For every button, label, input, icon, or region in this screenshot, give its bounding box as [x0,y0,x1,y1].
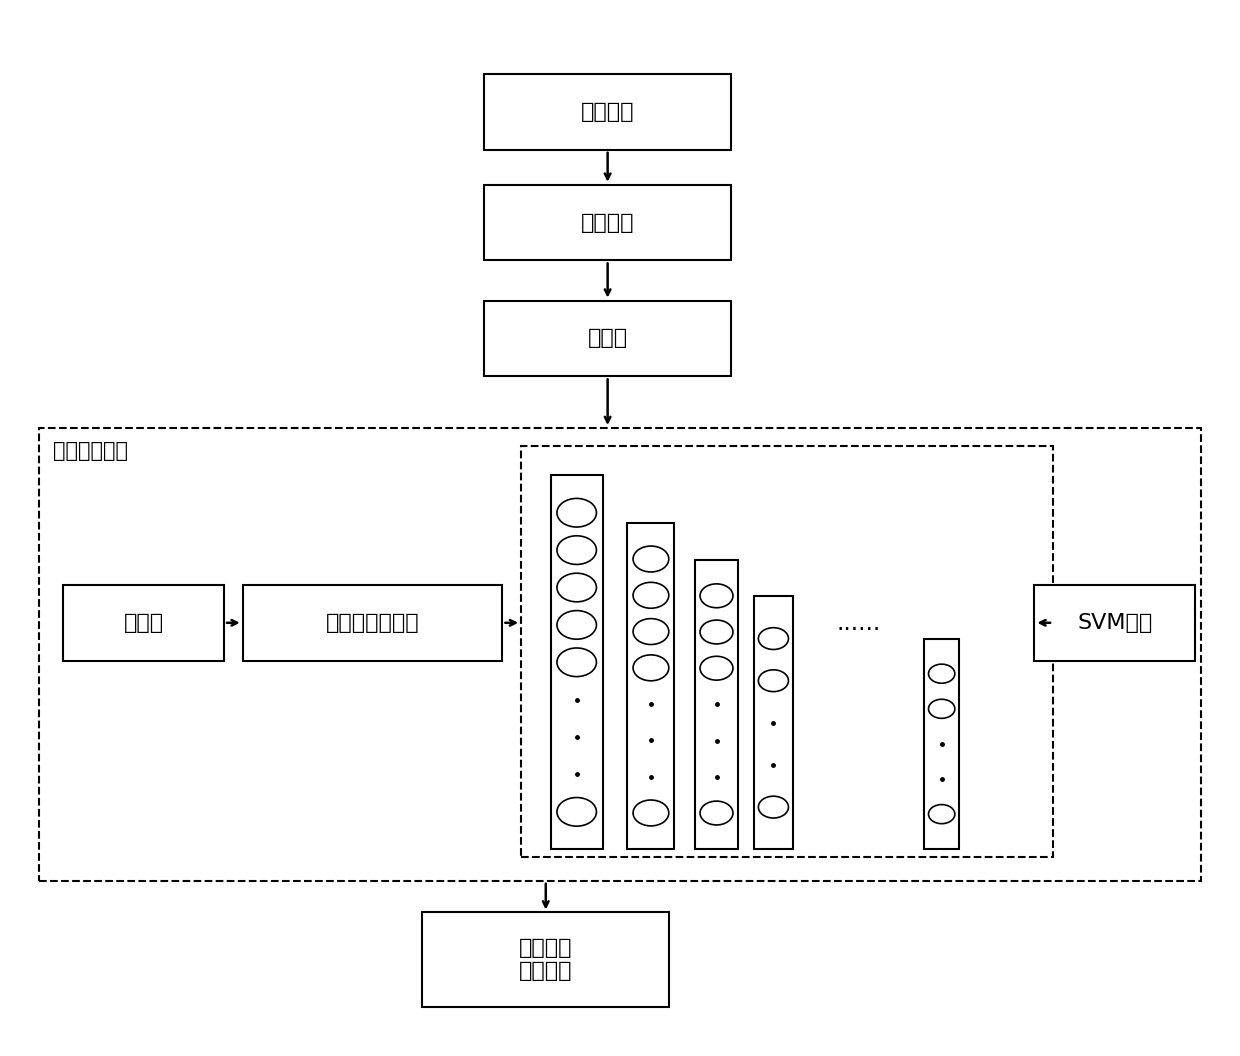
Ellipse shape [634,546,668,572]
Bar [1034,585,1195,661]
Ellipse shape [634,655,668,681]
Ellipse shape [634,582,668,608]
Text: 预处理: 预处理 [588,328,627,348]
Text: ......: ...... [837,610,880,635]
Bar [484,301,732,376]
Ellipse shape [634,619,668,644]
Bar [924,639,959,849]
Bar [754,597,794,849]
Ellipse shape [759,796,789,818]
Bar [627,523,675,849]
Text: 输出最终
跟踪结果: 输出最终 跟踪结果 [520,938,573,981]
Ellipse shape [929,664,955,683]
Text: 预训练: 预训练 [124,612,164,633]
Text: SVM分类: SVM分类 [1078,612,1152,633]
Ellipse shape [634,800,668,826]
Ellipse shape [759,627,789,649]
Ellipse shape [759,670,789,692]
Bar [63,585,224,661]
Ellipse shape [701,802,733,825]
Bar [521,446,1053,856]
Ellipse shape [701,620,733,644]
Ellipse shape [557,610,596,639]
Ellipse shape [557,797,596,826]
Bar [243,585,502,661]
Bar [484,74,732,150]
Text: 网络结构的选择: 网络结构的选择 [326,612,419,633]
Ellipse shape [557,535,596,565]
Ellipse shape [701,584,733,608]
Ellipse shape [557,648,596,677]
Ellipse shape [557,498,596,527]
Bar [694,560,738,849]
Bar [551,475,603,849]
Ellipse shape [929,805,955,824]
Text: 卷积神经网络: 卷积神经网络 [53,440,129,460]
Ellipse shape [557,573,596,602]
Bar [484,185,732,261]
Bar [422,912,670,1007]
Ellipse shape [701,656,733,680]
Text: 粒子滤波: 粒子滤波 [580,102,635,122]
Text: 候选样本: 候选样本 [580,212,635,232]
Ellipse shape [929,699,955,718]
Bar [38,428,1202,881]
